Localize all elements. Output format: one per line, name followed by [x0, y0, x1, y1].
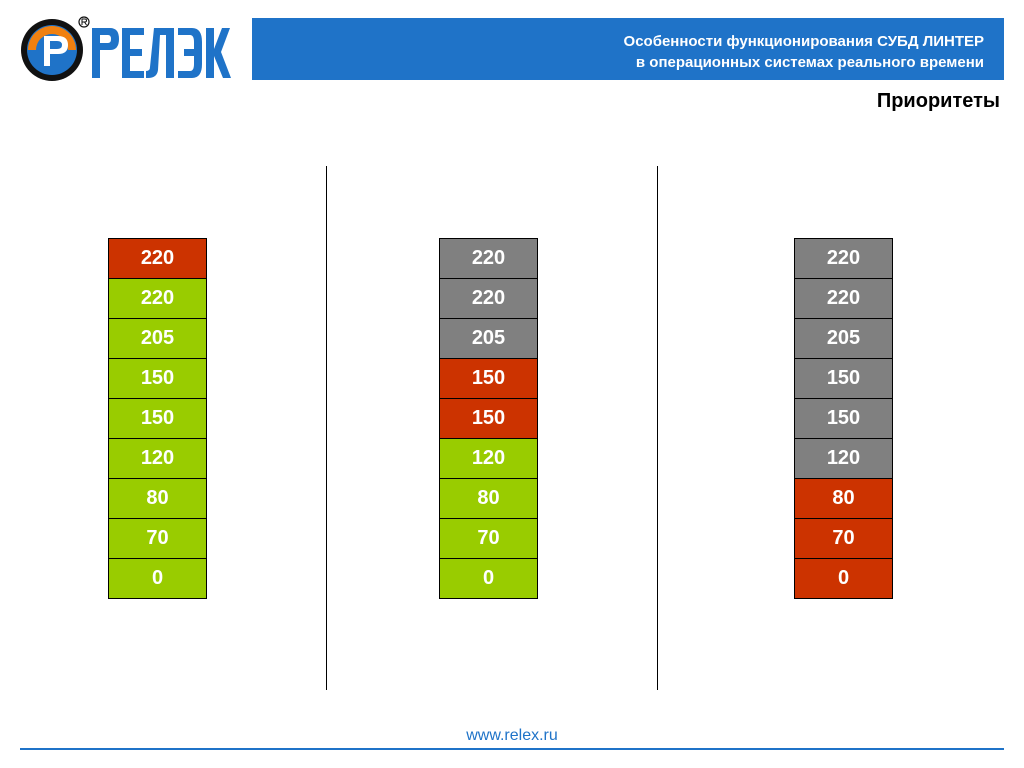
priority-cell: 220	[440, 239, 537, 279]
priority-cell: 70	[440, 519, 537, 559]
priority-stack-1: 220 220 205 150 150 120 80 70 0	[108, 238, 207, 599]
priority-cell: 120	[440, 439, 537, 479]
priority-stack-2: 220 220 205 150 150 120 80 70 0	[439, 238, 538, 599]
header-title-line-2: в операционных системах реального времен…	[635, 54, 984, 71]
priority-cell: 150	[109, 399, 206, 439]
priority-cell: 0	[109, 559, 206, 599]
footer-url: www.relex.ru	[466, 727, 558, 744]
priority-cell: 80	[795, 479, 892, 519]
slide-title: Приоритеты	[876, 90, 1000, 112]
priority-cell: 220	[795, 279, 892, 319]
priority-cell: 205	[795, 319, 892, 359]
priority-cell: 120	[109, 439, 206, 479]
priority-cell: 150	[795, 359, 892, 399]
priority-cell: 220	[109, 279, 206, 319]
priority-cell: 70	[795, 519, 892, 559]
header-title-line-1: Особенности функционирования СУБД ЛИНТЕР	[623, 33, 984, 50]
header-banner: Особенности функционирования СУБД ЛИНТЕР…	[252, 18, 1004, 80]
column-divider-2	[657, 166, 658, 690]
priority-stack-3: 220 220 205 150 150 120 80 70 0	[794, 238, 893, 599]
priority-cell: 220	[109, 239, 206, 279]
priority-cell: 80	[109, 479, 206, 519]
priority-cell: 220	[795, 239, 892, 279]
relex-logo	[18, 12, 238, 86]
column-divider-1	[326, 166, 327, 690]
priority-cell: 0	[440, 559, 537, 599]
priority-cell: 150	[440, 399, 537, 439]
priority-cell: 150	[440, 359, 537, 399]
footer-rule	[20, 748, 1004, 750]
priority-cell: 205	[109, 319, 206, 359]
priority-cell: 120	[795, 439, 892, 479]
priority-cell: 70	[109, 519, 206, 559]
priority-cell: 220	[440, 279, 537, 319]
priority-cell: 205	[440, 319, 537, 359]
priority-cell: 150	[109, 359, 206, 399]
priority-cell: 80	[440, 479, 537, 519]
relex-logo-icon	[21, 16, 231, 81]
priority-cell: 0	[795, 559, 892, 599]
priority-cell: 150	[795, 399, 892, 439]
